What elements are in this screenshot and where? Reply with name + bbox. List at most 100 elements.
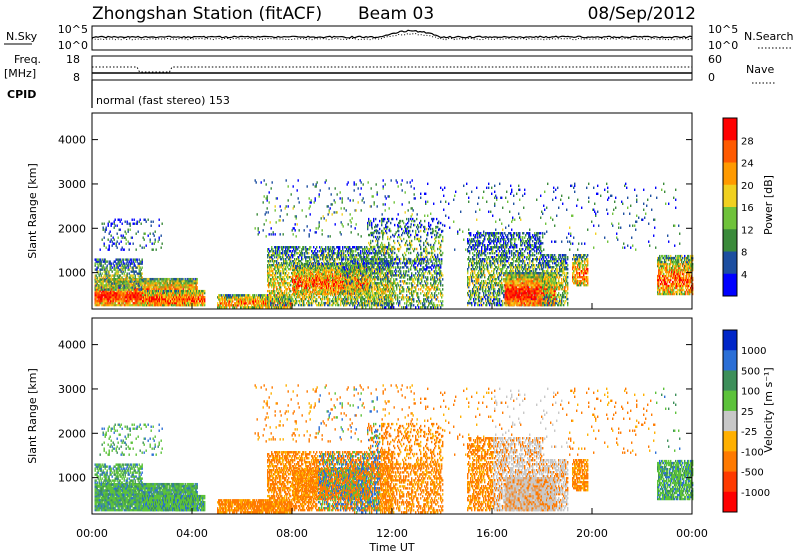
power-cell — [158, 236, 160, 239]
power-cell — [163, 281, 165, 285]
power-cell — [274, 296, 276, 299]
power-cell — [181, 279, 183, 283]
power-cell — [172, 283, 174, 287]
power-cell — [99, 272, 101, 275]
power-cell — [267, 265, 269, 269]
power-cell — [123, 299, 125, 303]
power-cell — [230, 300, 232, 303]
power-cell — [271, 279, 273, 283]
power-cell — [107, 289, 109, 293]
power-cell — [259, 304, 261, 307]
power-cell — [130, 277, 132, 281]
power-cell — [128, 272, 130, 275]
power-cell — [121, 268, 123, 271]
power-cell — [130, 297, 132, 301]
power-cell — [201, 303, 203, 307]
power-cell — [129, 266, 131, 269]
power-cell — [162, 279, 164, 283]
power-cell — [161, 242, 163, 245]
power-cell — [104, 293, 106, 297]
power-cell — [138, 288, 140, 291]
power-cell — [193, 303, 195, 307]
power-cell — [248, 294, 250, 297]
power-cell — [168, 287, 170, 291]
power-cell — [255, 304, 257, 307]
power-cell — [179, 295, 181, 299]
power-cell — [156, 281, 158, 285]
power-cell — [193, 297, 195, 301]
power-cell — [271, 277, 273, 281]
power-cell — [238, 296, 240, 299]
power-cell — [194, 287, 196, 291]
power-cell — [105, 288, 107, 291]
power-cell — [267, 273, 269, 277]
power-cell — [271, 258, 273, 261]
power-cell — [195, 291, 197, 295]
power-cell — [201, 291, 203, 295]
power-cell — [134, 276, 136, 279]
nsky-frame — [91, 25, 693, 51]
power-cell — [283, 265, 285, 269]
power-cell — [278, 262, 280, 265]
power-cell — [114, 288, 116, 291]
power-cell — [155, 283, 157, 287]
power-cell — [97, 285, 99, 289]
power-cell — [135, 280, 137, 283]
power-cell — [177, 301, 179, 305]
power-cell — [150, 297, 152, 301]
power-cell — [136, 272, 138, 275]
power-cell — [274, 279, 276, 283]
power-cell — [127, 264, 129, 267]
power-cell — [279, 300, 281, 303]
power-cell — [113, 242, 115, 245]
power-cell — [141, 266, 143, 269]
power-cell — [106, 280, 108, 283]
power-cell — [158, 291, 160, 295]
power-cell — [234, 298, 236, 301]
power-cell — [176, 277, 178, 281]
power-cell — [161, 303, 163, 307]
power-cell — [126, 284, 128, 287]
power-cell — [95, 287, 97, 291]
power-cell — [107, 222, 109, 225]
power-cell — [267, 279, 269, 283]
power-cell — [316, 297, 318, 301]
power-cell — [273, 297, 275, 301]
power-cell — [120, 293, 122, 297]
power-cell — [282, 267, 284, 271]
power-cell — [247, 304, 249, 307]
power-cell — [117, 297, 119, 301]
power-cell — [287, 301, 289, 305]
power-cell — [223, 304, 225, 307]
power-cell — [142, 281, 144, 285]
power-cell — [191, 281, 193, 285]
power-cell — [141, 285, 143, 289]
power-cell — [254, 300, 256, 303]
power-cell — [151, 301, 153, 305]
power-cell — [99, 287, 101, 291]
power-cell — [145, 279, 147, 283]
power-cell — [267, 269, 269, 273]
power-cell — [268, 285, 270, 289]
power-cell — [102, 291, 104, 295]
power-cell — [153, 277, 155, 281]
power-cell — [124, 289, 126, 293]
power-cell — [272, 277, 274, 281]
power-cell — [182, 289, 184, 293]
power-cell — [117, 266, 119, 269]
power-cell — [185, 297, 187, 301]
power-cell — [150, 285, 152, 289]
power-cell — [143, 218, 145, 221]
power-cell — [159, 299, 161, 303]
power-cell — [282, 302, 284, 305]
power-cell — [155, 301, 157, 305]
power-cell — [162, 285, 164, 289]
power-cell — [149, 303, 151, 307]
power-cell — [169, 293, 171, 297]
power-cell — [162, 283, 164, 287]
power-cell — [280, 281, 282, 285]
power-cell — [167, 293, 169, 297]
power-cell — [273, 301, 275, 305]
power-cell — [95, 274, 97, 277]
